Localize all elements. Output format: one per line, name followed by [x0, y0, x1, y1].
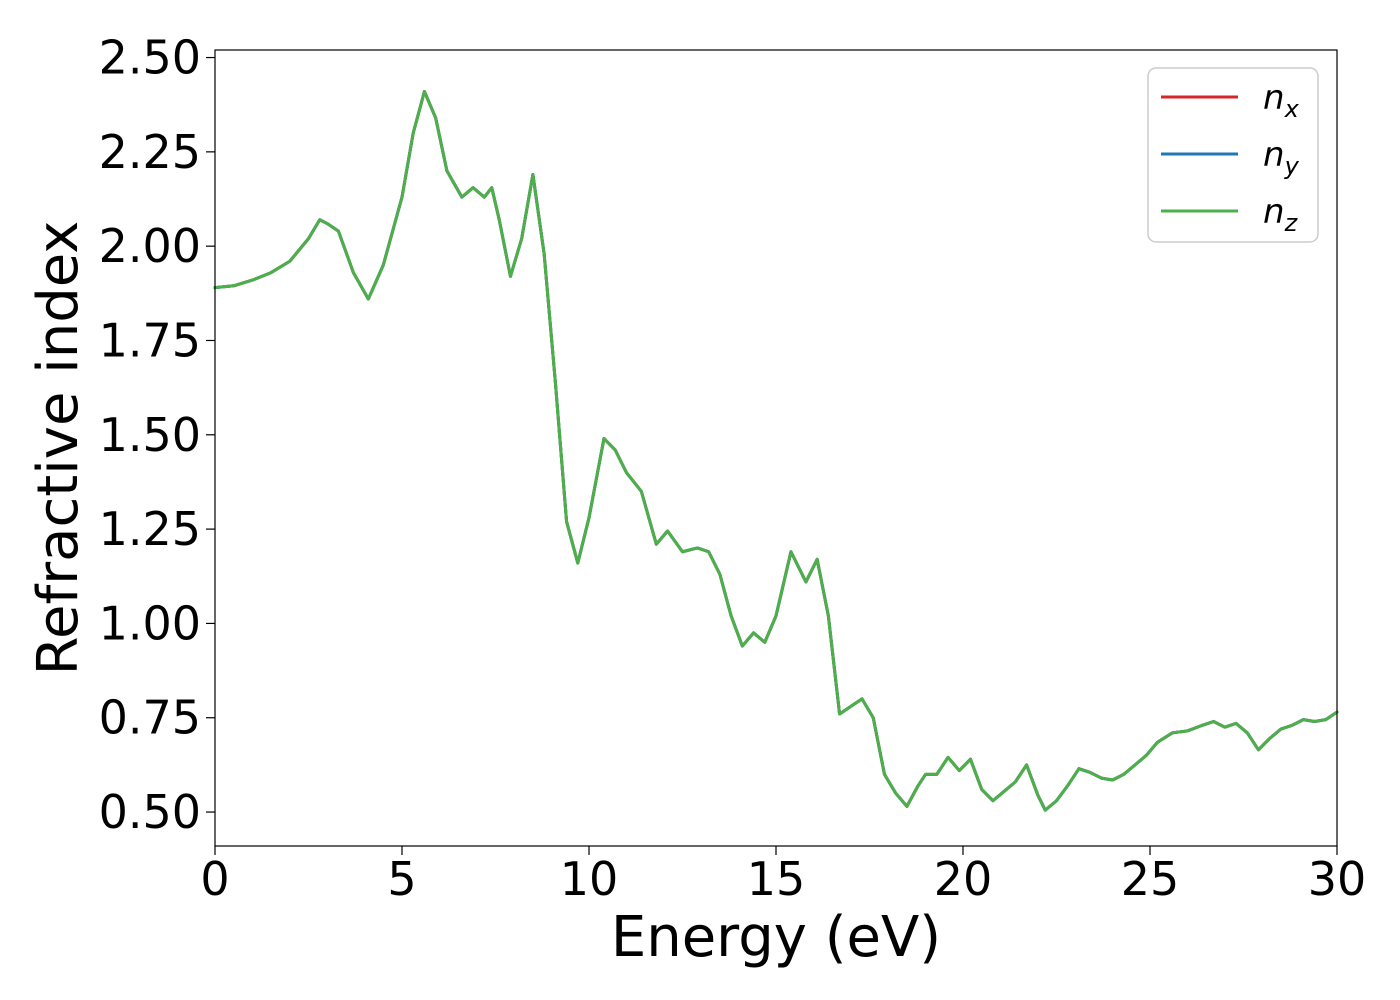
x-tick-label: 5	[387, 852, 416, 906]
x-tick-label: 10	[560, 852, 619, 906]
legend: nx ny nz	[1147, 67, 1319, 243]
x-tick-label: 30	[1308, 852, 1367, 906]
y-axis-label: Refractive index	[26, 221, 91, 676]
x-axis-ticks: 0 5 10 15 20 25 30	[200, 846, 1366, 906]
legend-label-nz: nz	[1263, 192, 1299, 237]
y-axis-ticks: 0.50 0.75 1.00 1.25 1.50 1.75 2.00 2.25 2.50	[99, 31, 215, 839]
y-tick-label: 2.50	[99, 31, 201, 85]
x-tick-label: 0	[200, 852, 229, 906]
y-tick-label: 2.25	[99, 125, 201, 179]
legend-items: nx ny nz	[1161, 78, 1300, 237]
x-tick-label: 15	[747, 852, 806, 906]
legend-label-nx: nx	[1263, 78, 1300, 123]
y-tick-label: 1.50	[99, 408, 201, 462]
series-layer	[213, 90, 1339, 812]
y-tick-label: 0.50	[99, 785, 201, 839]
legend-label-ny: ny	[1263, 135, 1300, 180]
y-tick-label: 1.75	[99, 313, 201, 367]
x-tick-label: 20	[934, 852, 993, 906]
series-line-nz	[213, 90, 1339, 812]
y-tick-label: 1.25	[99, 502, 201, 556]
y-tick-label: 2.00	[99, 219, 201, 273]
x-tick-label: 25	[1121, 852, 1180, 906]
y-tick-label: 0.75	[99, 691, 201, 745]
y-tick-label: 1.00	[99, 596, 201, 650]
x-axis-label: Energy (eV)	[611, 905, 941, 970]
